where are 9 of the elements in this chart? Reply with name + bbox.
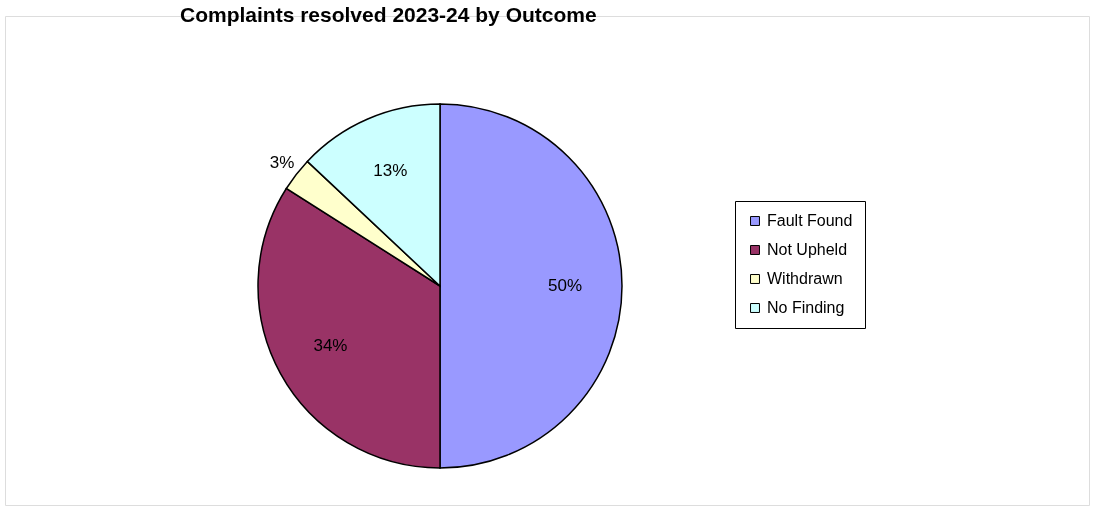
data-label: 34% (313, 336, 348, 356)
data-label: 3% (269, 153, 295, 173)
data-label: 50% (547, 276, 583, 295)
data-label: 13% (373, 161, 408, 181)
legend-label: Fault Found (767, 212, 853, 229)
legend-label: No Finding (767, 299, 845, 316)
chart-title: Complaints resolved 2023-24 by Outcome (180, 3, 597, 26)
legend-label: Withdrawn (767, 270, 843, 287)
legend-label: Not Upheld (767, 241, 848, 258)
